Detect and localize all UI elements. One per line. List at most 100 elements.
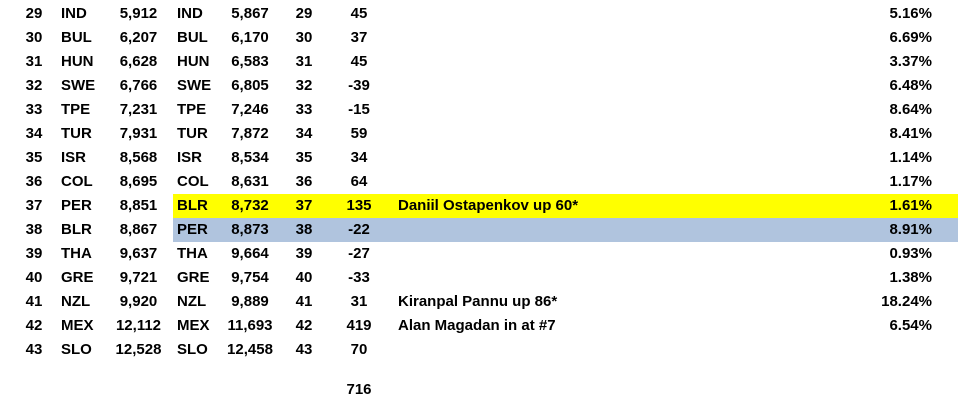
rank-new-cell: 36 bbox=[295, 173, 313, 190]
points-change-cell: 45 bbox=[350, 5, 368, 22]
rank-new-cell: 43 bbox=[295, 341, 313, 358]
country-new-cell: PER bbox=[173, 218, 222, 242]
country-new-cell: GRE bbox=[177, 269, 210, 286]
table-row: 40 GRE 9,721 GRE 9,754 40 -33 1.38% bbox=[0, 266, 963, 290]
percent-cell bbox=[838, 338, 935, 362]
points-change-cell: 59 bbox=[350, 125, 368, 142]
points-change-cell: 64 bbox=[350, 173, 368, 190]
table-row: 38 BLR 8,867 PER 8,873 38 -22 8.91% bbox=[0, 218, 963, 242]
country-new-cell: THA bbox=[177, 245, 208, 262]
country-old-cell: ISR bbox=[61, 149, 87, 166]
country-old-cell: NZL bbox=[61, 293, 91, 310]
table-row: 42 MEX 12,112 MEX 11,693 42 419 Alan Magadan in… bbox=[0, 314, 963, 338]
points-change-cell: 419 bbox=[346, 317, 372, 334]
rank-old-cell: 36 bbox=[25, 173, 43, 190]
points-old-cell: 8,851 bbox=[119, 197, 158, 214]
points-new-cell: 5,867 bbox=[231, 5, 269, 22]
country-old-cell: SLO bbox=[61, 341, 92, 358]
country-new-cell: BLR bbox=[173, 194, 222, 218]
footer-empty-cell bbox=[838, 378, 935, 402]
country-old-cell: IND bbox=[61, 5, 87, 22]
country-new-cell: BUL bbox=[177, 29, 208, 46]
points-change-cell: 135 bbox=[330, 194, 388, 218]
percent-cell: 1.14% bbox=[889, 149, 932, 166]
country-new-cell: HUN bbox=[177, 53, 210, 70]
points-new-cell: 12,458 bbox=[227, 341, 273, 358]
table-row: 33 TPE 7,231 TPE 7,246 33 -15 8.64% bbox=[0, 98, 963, 122]
footer-empty-cell bbox=[222, 378, 278, 402]
note-cell bbox=[388, 50, 838, 74]
points-change-cell: 31 bbox=[350, 293, 368, 310]
points-new-cell: 8,631 bbox=[231, 173, 269, 190]
footer-empty-cell bbox=[173, 378, 222, 402]
rank-new-cell: 40 bbox=[295, 269, 313, 286]
rank-old-cell: 37 bbox=[25, 197, 43, 214]
rank-old-cell: 32 bbox=[25, 77, 43, 94]
points-old-cell: 9,920 bbox=[119, 293, 158, 310]
country-new-cell: TPE bbox=[177, 101, 207, 118]
country-old-cell: TPE bbox=[61, 101, 91, 118]
percent-cell: 8.41% bbox=[889, 125, 932, 142]
table-row: 41 NZL 9,920 NZL 9,889 41 31 Kiranpal Pannu up … bbox=[0, 290, 963, 314]
rank-new-cell: 37 bbox=[278, 194, 330, 218]
note-cell bbox=[388, 26, 838, 50]
rank-new-cell: 42 bbox=[295, 317, 313, 334]
country-new-cell: SWE bbox=[177, 77, 212, 94]
percent-cell: 3.37% bbox=[889, 53, 932, 70]
highlight-tail-cell bbox=[935, 98, 958, 122]
country-old-cell: THA bbox=[61, 245, 92, 262]
points-change-cell: -33 bbox=[348, 269, 370, 286]
rank-new-cell: 33 bbox=[295, 101, 313, 118]
highlight-tail-cell bbox=[935, 290, 958, 314]
table-row: 29 IND 5,912 IND 5,867 29 45 5.16% bbox=[0, 2, 963, 26]
highlight-tail-cell bbox=[935, 338, 958, 362]
points-change-cell: -39 bbox=[348, 77, 370, 94]
points-old-cell: 8,867 bbox=[119, 221, 158, 238]
rank-new-cell: 32 bbox=[295, 77, 313, 94]
country-old-cell: COL bbox=[61, 173, 93, 190]
country-old-cell: MEX bbox=[61, 317, 94, 334]
points-change-cell: -27 bbox=[348, 245, 370, 262]
table-row: 32 SWE 6,766 SWE 6,805 32 -39 6.48% bbox=[0, 74, 963, 98]
points-new-cell: 6,805 bbox=[231, 77, 269, 94]
country-old-cell: TUR bbox=[61, 125, 92, 142]
points-new-cell: 9,889 bbox=[231, 293, 269, 310]
note-cell bbox=[388, 2, 838, 26]
rank-old-cell: 38 bbox=[25, 221, 43, 238]
points-new-cell: 8,534 bbox=[231, 149, 269, 166]
highlight-tail-cell bbox=[935, 242, 958, 266]
note-cell bbox=[388, 74, 838, 98]
points-old-cell: 8,568 bbox=[119, 149, 158, 166]
country-old-cell: PER bbox=[61, 197, 92, 214]
rank-old-cell: 35 bbox=[25, 149, 43, 166]
table-row: 30 BUL 6,207 BUL 6,170 30 37 6.69% bbox=[0, 26, 963, 50]
footer-empty-cell bbox=[52, 378, 110, 402]
percent-cell: 6.54% bbox=[889, 317, 932, 334]
points-new-cell: 9,664 bbox=[231, 245, 269, 262]
percent-cell: 1.17% bbox=[889, 173, 932, 190]
footer-empty-cell bbox=[110, 378, 167, 402]
rank-new-cell: 31 bbox=[295, 53, 313, 70]
country-old-cell: BLR bbox=[61, 221, 92, 238]
points-old-cell: 6,766 bbox=[119, 77, 158, 94]
country-new-cell: COL bbox=[177, 173, 209, 190]
points-old-cell: 8,695 bbox=[119, 173, 158, 190]
table-row: 36 COL 8,695 COL 8,631 36 64 1.17% bbox=[0, 170, 963, 194]
footer-empty-cell bbox=[0, 378, 52, 402]
points-change-cell: -22 bbox=[330, 218, 388, 242]
highlight-tail-cell bbox=[935, 218, 958, 242]
highlight-tail-cell bbox=[935, 194, 958, 218]
points-old-cell: 12,112 bbox=[115, 317, 162, 334]
note-cell bbox=[388, 218, 838, 242]
note-cell: Kiranpal Pannu up 86* bbox=[398, 293, 558, 310]
table-row: 31 HUN 6,628 HUN 6,583 31 45 3.37% bbox=[0, 50, 963, 74]
country-old-cell: SWE bbox=[61, 77, 96, 94]
table-row: 34 TUR 7,931 TUR 7,872 34 59 8.41% bbox=[0, 122, 963, 146]
note-cell bbox=[388, 242, 838, 266]
points-new-cell: 8,732 bbox=[222, 194, 278, 218]
note-cell: Alan Magadan in at #7 bbox=[398, 317, 556, 334]
points-new-cell: 6,583 bbox=[231, 53, 269, 70]
country-old-cell: GRE bbox=[61, 269, 94, 286]
rank-old-cell: 33 bbox=[25, 101, 43, 118]
